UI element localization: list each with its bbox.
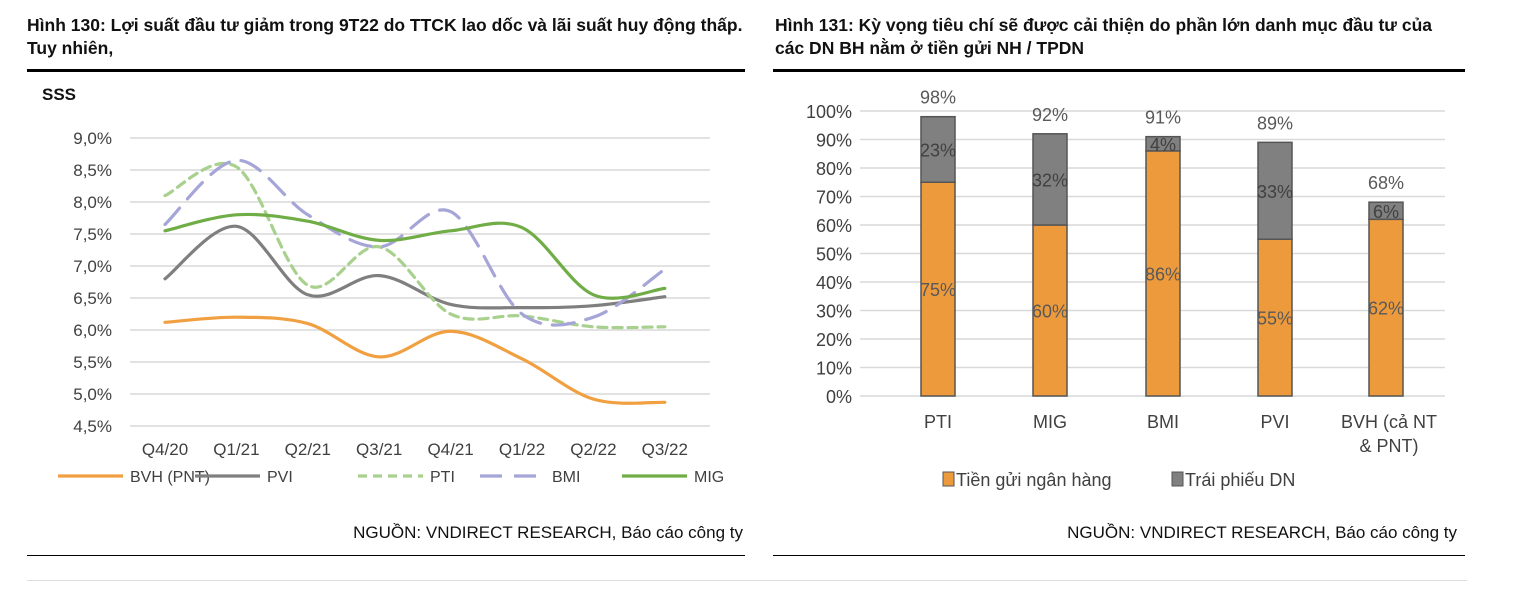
y-tick-label: 5,5% <box>73 353 112 372</box>
y-tick-label: 10% <box>816 359 852 379</box>
total-label: 98% <box>920 88 956 108</box>
y-tick-label: 70% <box>816 188 852 208</box>
x-tick-label: PTI <box>924 412 952 432</box>
legend-label: PVI <box>267 469 293 486</box>
series-line-bmi <box>163 158 667 327</box>
x-tick-label: Q2/21 <box>285 440 331 459</box>
y-tick-label: 100% <box>806 102 852 122</box>
bar-segment-tien-gui <box>1368 218 1404 397</box>
left-source: NGUỒN: VNDIRECT RESEARCH, Báo cáo công t… <box>353 523 743 542</box>
bar-segment-trai-phieu <box>1145 135 1181 152</box>
bar-segment-trai-phieu <box>920 115 956 183</box>
bar-segment-trai-phieu <box>1257 141 1293 241</box>
y-tick-label: 50% <box>816 245 852 265</box>
data-label: 55% <box>1257 309 1293 329</box>
total-label: 89% <box>1257 113 1293 133</box>
legend-label: BMI <box>552 469 580 486</box>
series-line-pti <box>163 162 667 330</box>
left-title-rule <box>27 69 745 72</box>
legend-swatch <box>1171 471 1184 487</box>
x-tick-label: MIG <box>1033 412 1067 432</box>
total-label: 91% <box>1145 108 1181 128</box>
y-tick-label: 4,5% <box>73 417 112 436</box>
y-tick-label: 6,5% <box>73 289 112 308</box>
x-tick-label: Q4/20 <box>142 440 188 459</box>
y-tick-label: 6,0% <box>73 321 112 340</box>
x-tick-label: BVH (cả NT <box>1341 412 1437 432</box>
right-figure-title: Hình 131: Kỳ vọng tiêu chí sẽ được cải t… <box>775 15 1432 58</box>
legend-label: Trái phiếu DN <box>1185 470 1295 490</box>
x-tick-label: Q2/22 <box>570 440 616 459</box>
y-tick-label: 30% <box>816 302 852 322</box>
data-label: 86% <box>1145 264 1181 284</box>
y-tick-label: 40% <box>816 273 852 293</box>
line-chart-title: SSS <box>42 85 76 104</box>
legend-swatch <box>942 471 955 487</box>
total-label: 92% <box>1032 105 1068 125</box>
page-divider <box>27 580 1467 581</box>
y-tick-label: 9,0% <box>73 129 112 148</box>
x-tick-label: Q1/21 <box>213 440 259 459</box>
right-title-rule <box>773 69 1465 72</box>
y-tick-label: 0% <box>826 387 852 407</box>
left-figure-title: Hình 130: Lợi suất đầu tư giảm trong 9T2… <box>27 15 743 58</box>
legend-label: BVH (PNT) <box>130 469 210 486</box>
data-label: 4% <box>1150 135 1176 155</box>
y-tick-label: 8,5% <box>73 161 112 180</box>
y-tick-label: 7,5% <box>73 225 112 244</box>
data-label: 75% <box>920 280 956 300</box>
y-tick-label: 5,0% <box>73 385 112 404</box>
bar-segment-trai-phieu <box>1368 201 1404 221</box>
x-tick-label: Q3/21 <box>356 440 402 459</box>
legend-label: MIG <box>694 469 724 486</box>
series-line-mig <box>163 212 667 300</box>
data-label: 33% <box>1257 182 1293 202</box>
data-label: 32% <box>1032 170 1068 190</box>
data-label: 23% <box>920 140 956 160</box>
data-label: 62% <box>1368 299 1404 319</box>
y-tick-label: 60% <box>816 216 852 236</box>
x-tick-label: Q1/22 <box>499 440 545 459</box>
bar-segment-tien-gui <box>1257 238 1293 397</box>
x-tick-label: Q4/21 <box>427 440 473 459</box>
y-tick-label: 90% <box>816 131 852 151</box>
data-label: 60% <box>1032 302 1068 322</box>
bar-segment-tien-gui <box>1032 224 1068 397</box>
right-source: NGUỒN: VNDIRECT RESEARCH, Báo cáo công t… <box>1067 523 1457 542</box>
data-label: 6% <box>1373 202 1399 222</box>
x-tick-label: BMI <box>1147 412 1179 432</box>
bar-segment-trai-phieu <box>1032 133 1068 226</box>
left-bottom-rule <box>27 555 745 556</box>
series-line-bvh-pnt- <box>163 315 667 405</box>
right-bottom-rule <box>773 555 1465 556</box>
bar-segment-tien-gui <box>1145 150 1181 397</box>
x-tick-label: Q3/22 <box>642 440 688 459</box>
series-line-pvi <box>163 224 667 310</box>
y-tick-label: 20% <box>816 330 852 350</box>
x-tick-label: PVI <box>1260 412 1289 432</box>
y-tick-label: 80% <box>816 159 852 179</box>
legend-label: Tiền gửi ngân hàng <box>956 470 1112 490</box>
y-tick-label: 7,0% <box>73 257 112 276</box>
legend-label: PTI <box>430 469 455 486</box>
total-label: 68% <box>1368 173 1404 193</box>
x-tick-label: & PNT) <box>1359 436 1418 456</box>
y-tick-label: 8,0% <box>73 193 112 212</box>
